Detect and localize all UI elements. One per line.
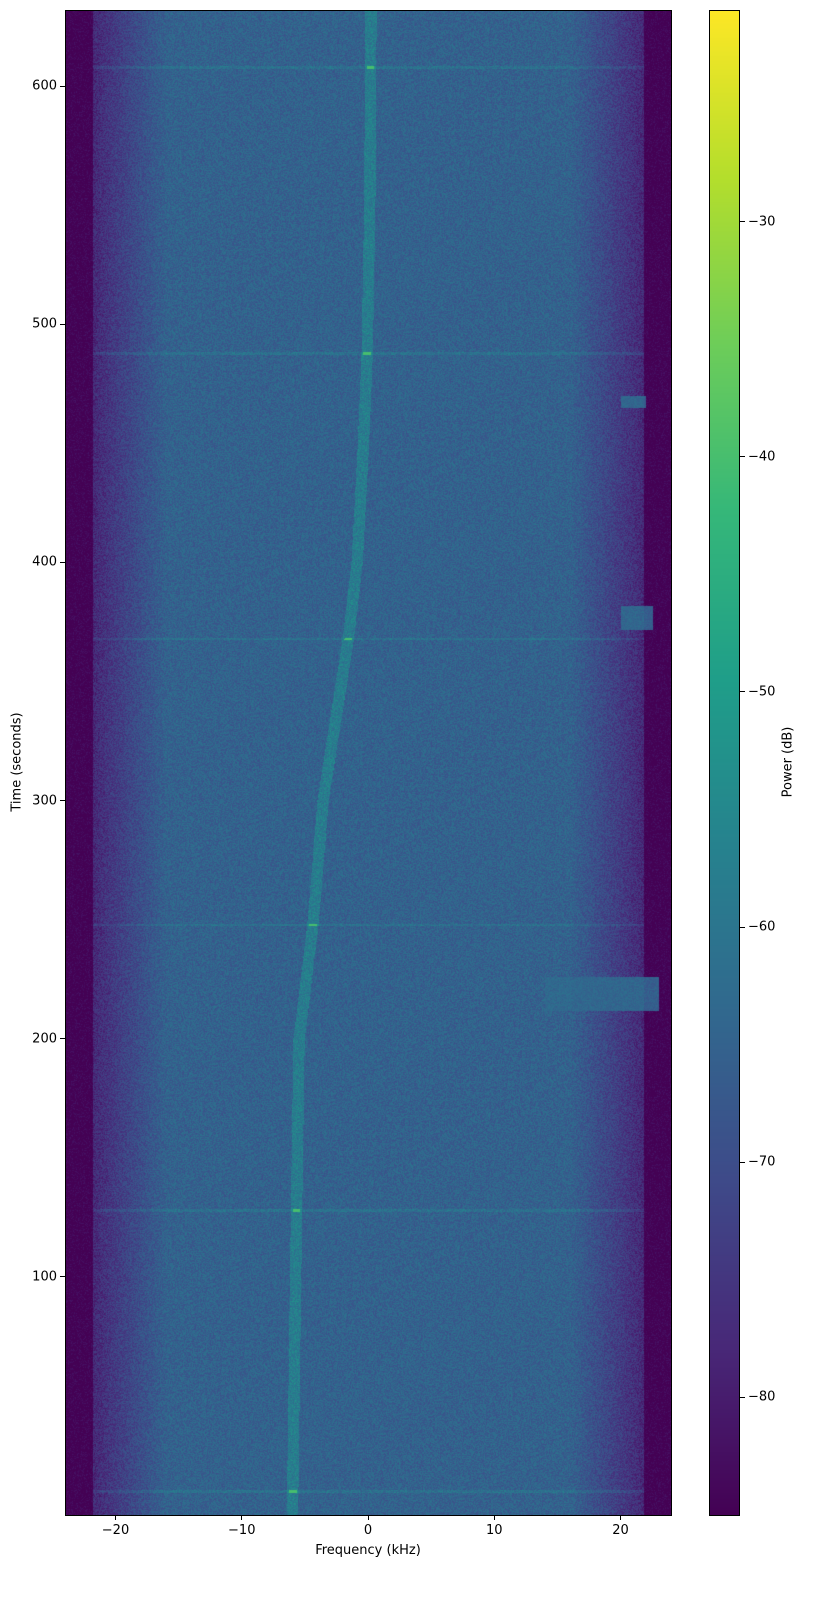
x-tick bbox=[241, 1515, 243, 1520]
y-axis-label: Time (seconds) bbox=[9, 712, 25, 812]
y-tick bbox=[60, 1276, 65, 1278]
y-tick bbox=[60, 561, 65, 563]
x-tick-label: −10 bbox=[228, 1523, 256, 1538]
x-tick-label: 20 bbox=[612, 1523, 629, 1538]
colorbar-tick bbox=[740, 926, 745, 928]
y-tick bbox=[60, 1038, 65, 1040]
colorbar-tick-label: −70 bbox=[748, 1154, 776, 1170]
y-tick-label: 300 bbox=[32, 793, 57, 809]
x-tick bbox=[367, 1515, 369, 1520]
colorbar-tick-label: −60 bbox=[748, 919, 776, 935]
y-tick bbox=[60, 800, 65, 802]
colorbar-tick bbox=[740, 691, 745, 693]
colorbar-tick-label: −40 bbox=[748, 449, 776, 465]
spectrogram-plot-area bbox=[65, 10, 671, 1515]
colorbar-gradient bbox=[709, 10, 739, 1515]
colorbar-tick bbox=[740, 1161, 745, 1163]
y-tick-label: 600 bbox=[32, 78, 57, 94]
y-tick-label: 400 bbox=[32, 554, 57, 570]
x-tick bbox=[493, 1515, 495, 1520]
colorbar-tick-label: −80 bbox=[748, 1389, 776, 1405]
y-tick-label: 200 bbox=[32, 1031, 57, 1047]
colorbar bbox=[709, 10, 739, 1515]
x-tick bbox=[115, 1515, 116, 1520]
x-tick-label: −20 bbox=[101, 1523, 130, 1538]
colorbar-label: Power (dB) bbox=[780, 726, 796, 798]
y-tick bbox=[60, 323, 65, 325]
spectrogram-heatmap bbox=[65, 10, 671, 1515]
y-tick bbox=[60, 85, 65, 87]
colorbar-tick bbox=[740, 456, 745, 458]
y-tick-label: 100 bbox=[32, 1269, 57, 1285]
x-tick-label: 0 bbox=[363, 1523, 373, 1538]
colorbar-tick bbox=[740, 221, 745, 223]
colorbar-tick-label: −30 bbox=[748, 214, 776, 230]
y-tick-label: 500 bbox=[32, 316, 57, 332]
x-tick bbox=[620, 1515, 621, 1520]
x-axis-label: Frequency (kHz) bbox=[315, 1543, 421, 1558]
colorbar-tick-label: −50 bbox=[748, 684, 776, 700]
x-tick-label: 10 bbox=[485, 1523, 503, 1538]
colorbar-tick bbox=[740, 1396, 745, 1398]
